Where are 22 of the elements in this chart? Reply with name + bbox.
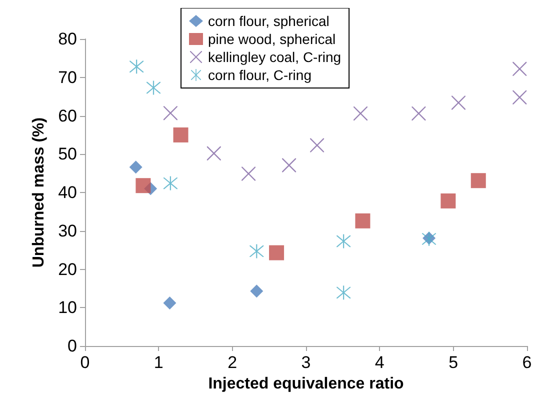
y-tick-label: 70: [58, 68, 77, 87]
y-tick-label: 30: [58, 221, 77, 240]
x-tick-label: 4: [374, 353, 384, 372]
x-axis-title: Injected equivalence ratio: [208, 375, 404, 392]
y-tick-label: 50: [58, 144, 77, 164]
x-tick-label: 5: [448, 353, 458, 372]
x-tick-label: 6: [522, 353, 532, 372]
legend-label: kellingley coal, C-ring: [208, 49, 342, 65]
x-tick-label: 3: [301, 353, 311, 372]
x-tick-label: 1: [154, 353, 164, 372]
x-tick-label: 2: [228, 353, 238, 372]
y-tick-label: 80: [58, 30, 77, 48]
legend-label: corn flour, C-ring: [208, 67, 312, 83]
y-tick-label: 10: [58, 298, 77, 318]
y-tick-label: 60: [58, 106, 77, 126]
x-tick-label: 0: [80, 353, 90, 372]
y-axis-title: Unburned mass (%): [30, 117, 48, 268]
y-tick-label: 20: [58, 260, 77, 279]
y-tick-label: 0: [68, 336, 77, 356]
legend-label: corn flour, spherical: [208, 13, 330, 29]
y-tick-label: 40: [58, 183, 77, 202]
legend-label: pine wood, spherical: [208, 31, 336, 47]
